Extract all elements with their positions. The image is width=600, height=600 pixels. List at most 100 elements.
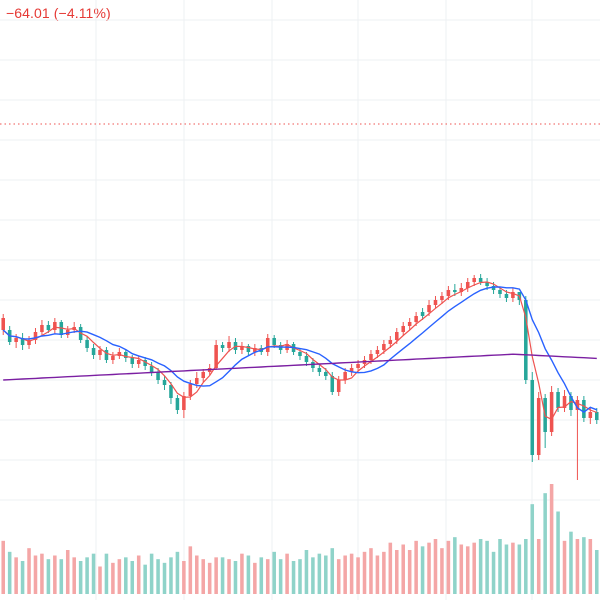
- volume-bar: [214, 557, 218, 594]
- candle-body: [298, 352, 302, 356]
- volume-bar: [169, 557, 173, 594]
- volume-bar: [336, 559, 341, 594]
- candle-body: [349, 368, 354, 372]
- volume-bar: [40, 553, 44, 594]
- volume-bar: [401, 544, 405, 594]
- candle-body: [569, 396, 573, 410]
- candle-body: [130, 358, 135, 364]
- volume-bar: [504, 544, 509, 594]
- candle-body: [169, 385, 173, 398]
- candle-body: [407, 322, 412, 326]
- volume-bar: [240, 553, 244, 594]
- volume-bar: [91, 553, 96, 594]
- volume-bar: [569, 531, 573, 594]
- volume-bar: [14, 557, 18, 594]
- moving-average-mid: [2, 286, 598, 413]
- volume-bar: [433, 539, 438, 594]
- volume-bar: [330, 548, 335, 594]
- candle-body: [20, 338, 25, 345]
- candle-body: [401, 326, 405, 332]
- volume-bar: [536, 539, 541, 594]
- volume-bar: [324, 555, 328, 594]
- volume-bar: [427, 542, 431, 594]
- volume-bar: [543, 493, 547, 594]
- volume-bar: [182, 561, 186, 594]
- volume-bar: [162, 562, 167, 594]
- volume-bar: [446, 540, 451, 594]
- candle-body: [201, 372, 205, 378]
- volume-bar: [259, 557, 264, 594]
- candle-body: [27, 340, 31, 345]
- candle-body: [530, 380, 535, 455]
- volume-bar: [65, 550, 70, 594]
- candle-body: [104, 350, 109, 360]
- volume-bar: [130, 561, 135, 594]
- candle-body: [369, 354, 373, 360]
- volume-bar: [272, 551, 276, 594]
- volume-bar: [375, 555, 380, 594]
- candle-body: [124, 352, 128, 358]
- volume-bar: [253, 562, 257, 594]
- candle-body: [40, 325, 44, 332]
- volume-bar: [298, 559, 302, 594]
- volume-bar: [588, 539, 593, 594]
- candle-body: [388, 340, 393, 344]
- price-change-label: −64.01 (−4.11%): [6, 5, 111, 21]
- volume-bar: [72, 557, 76, 594]
- candle-body: [336, 380, 341, 392]
- candle-body: [588, 412, 593, 418]
- candle-body: [414, 316, 418, 322]
- candle-body: [85, 340, 89, 348]
- volume-bar: [195, 555, 199, 594]
- candle-body: [382, 344, 386, 350]
- candle-body: [188, 384, 193, 396]
- volume-bar: [27, 548, 31, 594]
- candle-body: [98, 350, 102, 355]
- volume-bar: [465, 546, 470, 594]
- volume-bar: [285, 553, 289, 594]
- candle-body: [324, 372, 328, 376]
- volume-bar: [511, 542, 515, 594]
- volume-bar: [291, 561, 296, 594]
- volume-bar: [349, 553, 354, 594]
- volume-bar: [395, 550, 399, 594]
- volume-bar: [220, 557, 225, 594]
- candle-body: [33, 332, 38, 340]
- candle-body: [536, 398, 541, 455]
- volume-bar: [440, 548, 444, 594]
- volume-bar: [1, 540, 5, 594]
- volume-bar: [382, 551, 386, 594]
- candle-body: [491, 286, 496, 290]
- volume-bar: [98, 566, 102, 594]
- volume-bar: [356, 557, 360, 594]
- volume-bar: [33, 555, 38, 594]
- volume-bar: [478, 539, 483, 594]
- candle-body: [427, 305, 431, 312]
- volume-bar: [388, 542, 393, 594]
- volume-bar: [362, 551, 367, 594]
- volume-bar: [459, 544, 464, 594]
- volume-bar: [124, 557, 128, 594]
- candle-body: [395, 332, 399, 340]
- volume-bar: [472, 542, 476, 594]
- candle-body: [272, 338, 276, 345]
- candle-body: [46, 325, 51, 330]
- volume-bar: [582, 537, 586, 594]
- candle-body: [240, 346, 244, 350]
- volume-bar: [265, 559, 270, 594]
- volume-bar: [246, 555, 251, 594]
- volume-bar: [549, 484, 554, 594]
- candle-body: [485, 282, 489, 286]
- volume-bar: [317, 553, 322, 594]
- candle-body: [356, 364, 360, 368]
- candle-body: [220, 345, 225, 348]
- volume-bar: [143, 564, 147, 594]
- volume-bar: [343, 555, 347, 594]
- candle-body: [53, 322, 57, 330]
- volume-bar: [407, 550, 412, 594]
- volume-bar: [227, 559, 231, 594]
- volume-bar: [46, 559, 51, 594]
- candle-body: [420, 312, 425, 316]
